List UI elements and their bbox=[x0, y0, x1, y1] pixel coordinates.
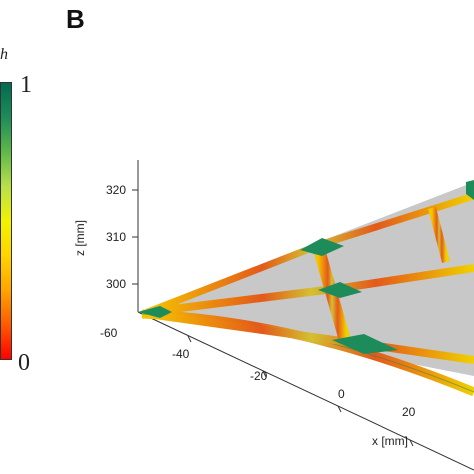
y-tick-label: -60 bbox=[100, 326, 118, 340]
panel-label: B bbox=[66, 4, 85, 34]
z-axis-title: z [mm] bbox=[73, 220, 87, 256]
x-axis-line bbox=[137, 311, 474, 471]
node-middle bbox=[318, 282, 362, 298]
z-tick-label: 320 bbox=[106, 183, 126, 197]
z-tick-label: 300 bbox=[106, 277, 126, 291]
colorbar bbox=[0, 82, 12, 360]
x-axis-title: x [mm] bbox=[372, 434, 408, 448]
node-upper bbox=[300, 238, 344, 256]
z-tick-label: 310 bbox=[106, 230, 126, 244]
x-ticks bbox=[187, 335, 414, 447]
cross-rib-right bbox=[428, 206, 450, 264]
node-lower bbox=[332, 334, 398, 354]
shell-surface bbox=[138, 182, 474, 376]
node-right-top bbox=[466, 180, 474, 200]
colorbar-variable-label: h bbox=[0, 46, 8, 63]
node-apex bbox=[138, 306, 172, 318]
x-tick-label: -40 bbox=[172, 347, 190, 361]
colorbar-min-label: 0 bbox=[18, 350, 30, 376]
colorbar-max-label: 1 bbox=[20, 72, 32, 98]
x-tick-label: 20 bbox=[402, 405, 416, 419]
x-tick-label: 0 bbox=[338, 387, 345, 401]
z-ticks bbox=[132, 189, 138, 285]
x-tick-label: -20 bbox=[250, 369, 268, 383]
